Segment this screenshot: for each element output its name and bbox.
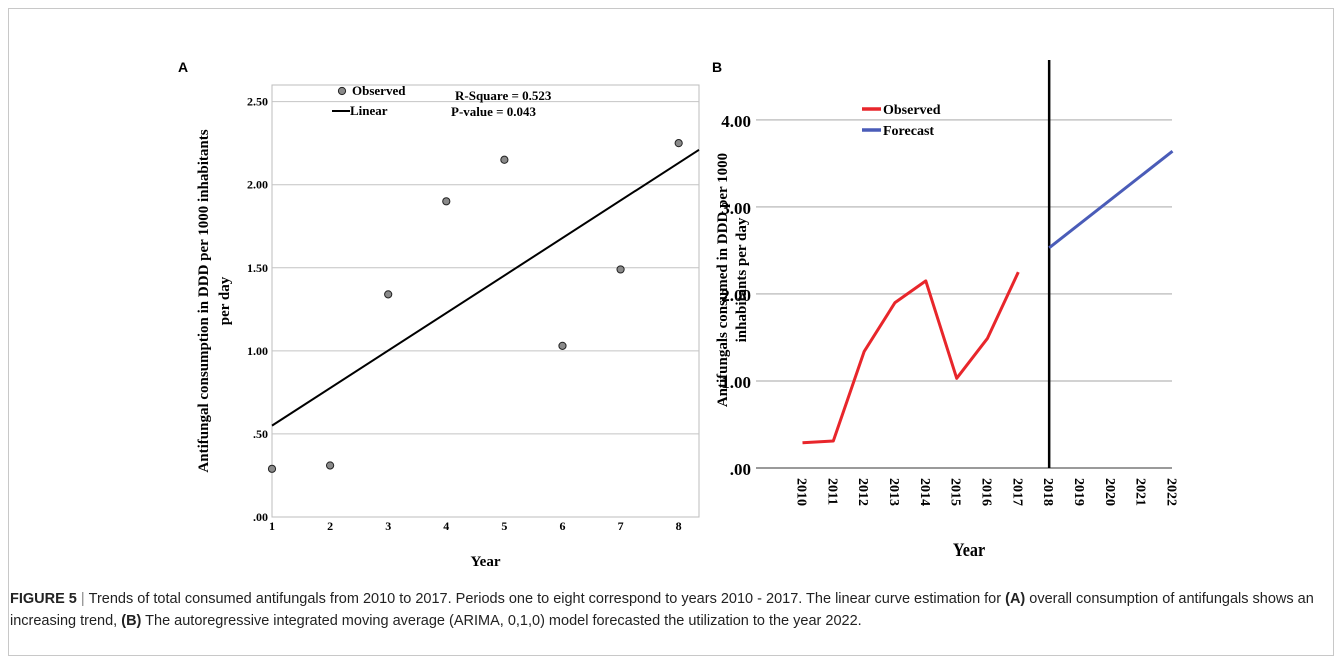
- figure-frame: [8, 8, 1334, 656]
- legend-a-observed-label: Observed: [352, 83, 406, 98]
- annotation-r-square: R-Square = 0.523: [455, 88, 552, 103]
- axis-a-ylabel-line1: Antifungal consumption in DDD per 1000 i…: [196, 129, 212, 472]
- tick-a-y-3: 1.50: [247, 261, 268, 275]
- tick-a-y-4: 2.00: [247, 178, 268, 192]
- tick-b-x-2011: 2011: [824, 478, 839, 505]
- legend-b-forecast-label: Forecast: [883, 124, 934, 139]
- caption-text-1: Trends of total consumed antifungals fro…: [88, 591, 1006, 607]
- axis-b-xlabel: Year: [953, 539, 985, 561]
- tick-a-x-0: 1: [269, 519, 275, 533]
- observed-point-4: [442, 197, 451, 206]
- tick-a-x-2: 3: [385, 519, 391, 533]
- tick-b-x-2020: 2020: [1102, 478, 1117, 506]
- tick-b-x-2017: 2017: [1009, 478, 1024, 506]
- tick-b-y-0: .00: [730, 460, 751, 479]
- observed-point-7: [616, 265, 625, 274]
- observed-point-5: [500, 155, 509, 164]
- axis-b-ylabel-line2: inhabitants per day: [734, 217, 750, 342]
- axis-b-ylabel-line1: Antifungals consumed in DDD per 1000: [715, 153, 731, 407]
- observed-point-8: [674, 139, 683, 148]
- tick-b-x-2018: 2018: [1040, 478, 1055, 506]
- axis-a-ylabel-line2: per day: [217, 276, 233, 325]
- caption-text-2: overall consumption of antifungals shows…: [10, 591, 1314, 629]
- tick-a-x-3: 4: [443, 519, 449, 533]
- tick-b-x-2019: 2019: [1071, 478, 1086, 506]
- tick-b-x-2015: 2015: [948, 478, 963, 506]
- caption-label: FIGURE 5: [10, 591, 77, 607]
- panel-a-label: A: [178, 59, 188, 75]
- caption-a-ref: (A): [1005, 591, 1026, 607]
- legend-a-linear-label: Linear: [350, 103, 388, 118]
- observed-point-3: [384, 290, 393, 299]
- tick-b-y-4: 4.00: [721, 112, 751, 131]
- tick-b-y-2: 2.00: [721, 286, 751, 305]
- figure-caption: FIGURE 5 | Trends of total consumed antifu…: [10, 588, 1320, 632]
- tick-a-x-6: 7: [618, 519, 624, 533]
- tick-a-y-2: 1.00: [247, 344, 268, 358]
- caption-text-3: The autoregressive integrated moving ave…: [141, 613, 862, 629]
- plot-a-border: [271, 84, 700, 518]
- series-forecast-line: [1048, 150, 1174, 249]
- observed-point-1: [267, 464, 277, 473]
- tick-b-x-2016: 2016: [978, 478, 993, 506]
- tick-a-y-5: 2.50: [247, 95, 268, 109]
- axis-a-xlabel: Year: [471, 554, 501, 570]
- observed-point-6: [558, 341, 567, 350]
- legend-b-observed-label: Observed: [883, 103, 941, 118]
- tick-b-x-2013: 2013: [886, 478, 901, 506]
- figure-svg: A B .00 .50 1.00 1.50 2.00 2.50 1 2 3 4 5 6 7 8 Year An…: [178, 59, 1178, 570]
- linear-fit-line: [271, 148, 700, 427]
- annotation-p-value: P-value = 0.043: [451, 104, 537, 119]
- tick-a-x-7: 8: [676, 519, 682, 533]
- chart-a: .00 .50 1.00 1.50 2.00 2.50 1 2 3 4 5 6 7 8 Year Antifu…: [196, 83, 700, 570]
- tick-a-x-1: 2: [327, 519, 333, 533]
- tick-b-x-2022: 2022: [1163, 478, 1178, 506]
- caption-separator: |: [80, 591, 85, 607]
- series-observed-line: [802, 271, 1020, 445]
- tick-b-x-2012: 2012: [855, 478, 870, 506]
- tick-b-y-3: 3.00: [721, 199, 751, 218]
- caption-b-ref: (B): [121, 613, 142, 629]
- tick-a-x-5: 6: [559, 519, 565, 533]
- tick-a-x-4: 5: [501, 519, 507, 533]
- chart-b: .00 1.00 2.00 3.00 4.00 2010 2011 2012 2013 2014 2…: [715, 60, 1178, 560]
- legend-a-observed-marker: [337, 86, 347, 96]
- tick-a-y-0: .00: [253, 510, 268, 524]
- tick-b-x-2010: 2010: [794, 478, 809, 506]
- panel-b-label: B: [712, 59, 722, 75]
- tick-b-x-2021: 2021: [1133, 478, 1148, 506]
- tick-b-x-2014: 2014: [917, 478, 932, 506]
- tick-b-y-1: 1.00: [721, 373, 751, 392]
- observed-point-2: [325, 461, 335, 470]
- tick-a-y-1: .50: [253, 427, 268, 441]
